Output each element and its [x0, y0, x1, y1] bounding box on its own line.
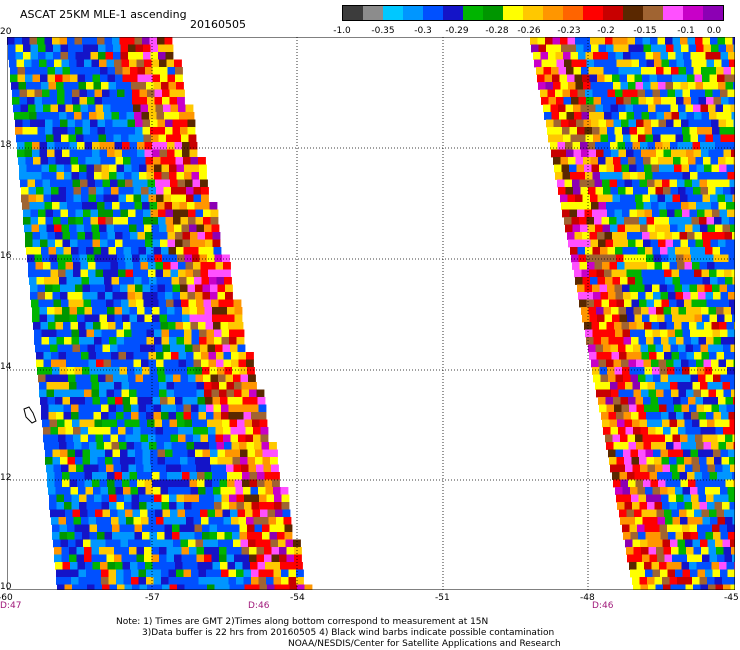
colorbar-label: 0.0 [706, 26, 722, 36]
island-outline [23, 406, 37, 424]
time-label-right: D:46 [592, 601, 614, 611]
colorbar-segment [663, 6, 683, 20]
colorbar-segment [343, 6, 363, 20]
colorbar-label: -0.29 [445, 26, 469, 36]
colorbar-label: -0.26 [517, 26, 541, 36]
y-tick-14: 14 [0, 362, 12, 372]
colorbar-segment [383, 6, 403, 20]
note-line-3: NOAA/NESDIS/Center for Satellite Applica… [288, 639, 561, 649]
x-tick-54: -54 [290, 593, 305, 603]
colorbar-label: -0.35 [371, 26, 395, 36]
time-label-mid: D:46 [248, 601, 270, 611]
colorbar [342, 5, 724, 21]
colorbar-segment [523, 6, 543, 20]
x-tick-51: -51 [435, 593, 450, 603]
y-tick-20: 20 [0, 27, 12, 37]
colorbar-segment [563, 6, 583, 20]
map-title: ASCAT 25KM MLE-1 ascending [20, 8, 187, 21]
swath-plot [7, 37, 735, 590]
colorbar-segment [403, 6, 423, 20]
time-label-left: D:47 [0, 601, 22, 611]
colorbar-label: -0.15 [633, 26, 657, 36]
note-line-1: Note: 1) Times are GMT 2)Times along bot… [116, 617, 489, 627]
swath-right [530, 37, 735, 590]
colorbar-segment [483, 6, 503, 20]
colorbar-segment [423, 6, 443, 20]
colorbar-segment [543, 6, 563, 20]
x-tick-60: -60 [0, 593, 13, 603]
colorbar-segment [463, 6, 483, 20]
x-tick-45: -45 [724, 593, 739, 603]
x-tick-48: -48 [580, 593, 595, 603]
y-tick-16: 16 [0, 251, 12, 261]
colorbar-label: -1.0 [333, 26, 351, 36]
colorbar-segment [703, 6, 723, 20]
colorbar-segment [363, 6, 383, 20]
colorbar-segment [623, 6, 643, 20]
y-tick-18: 18 [0, 140, 12, 150]
map-date: 20160505 [190, 18, 246, 31]
y-tick-12: 12 [0, 473, 12, 483]
colorbar-label: -0.23 [557, 26, 581, 36]
colorbar-label: -0.1 [677, 26, 695, 36]
note-line-2: 3)Data buffer is 22 hrs from 20160505 4)… [142, 628, 555, 638]
colorbar-label: -0.28 [485, 26, 509, 36]
colorbar-segment [603, 6, 623, 20]
colorbar-label: -0.3 [414, 26, 432, 36]
colorbar-segment [683, 6, 703, 20]
colorbar-segment [503, 6, 523, 20]
colorbar-segment [443, 6, 463, 20]
colorbar-segment [583, 6, 603, 20]
y-tick-10: 10 [0, 582, 12, 592]
colorbar-segment [643, 6, 663, 20]
swath-left [7, 37, 313, 590]
x-tick-57: -57 [145, 593, 160, 603]
grid-lines [7, 37, 735, 590]
colorbar-label: -0.2 [597, 26, 615, 36]
